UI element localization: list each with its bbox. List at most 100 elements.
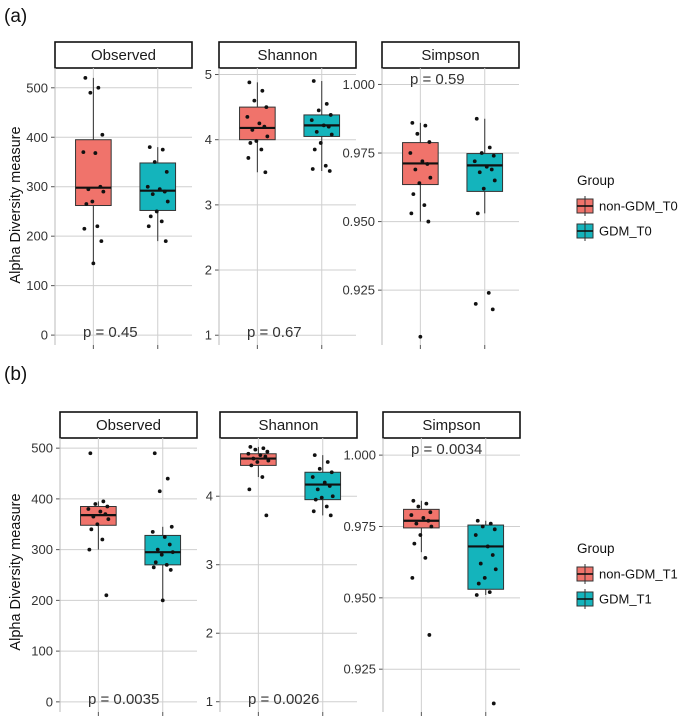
facet-simpson: Simpson 0.925 0.950 0.975 1.000 p = 0.59: [342, 41, 520, 349]
legend-label: GDM_T1: [599, 592, 652, 607]
box-gdm_t0: [303, 79, 341, 173]
y-tick-label: 300: [31, 542, 53, 557]
data-point: [487, 145, 492, 150]
y-tick-label: 200: [26, 229, 48, 244]
data-point: [88, 90, 93, 95]
data-point: [310, 475, 315, 479]
box-gdm_t1: [144, 451, 182, 603]
data-point: [168, 568, 173, 572]
data-point: [415, 131, 420, 136]
data-point: [164, 169, 169, 174]
data-point: [423, 555, 428, 560]
box-iqr: [403, 508, 440, 529]
data-point: [491, 701, 496, 706]
data-point: [264, 105, 269, 110]
data-point: [250, 128, 255, 132]
box-gdm_t0: [466, 116, 504, 312]
facet-observed: Observed 0 100 200 300 400 500 p = 0.45: [26, 41, 193, 349]
data-point: [312, 147, 317, 152]
data-point: [150, 192, 155, 197]
data-point: [473, 533, 478, 537]
facet-strip: [381, 41, 520, 69]
y-tick-label: 400: [26, 130, 48, 145]
data-point: [487, 590, 492, 595]
data-point: [323, 163, 328, 168]
data-point: [162, 535, 167, 539]
legend-key: non-GDM_T0: [576, 196, 678, 216]
legend-label: non-GDM_T0: [599, 199, 678, 214]
data-point: [477, 170, 482, 175]
data-point: [91, 261, 96, 266]
data-point: [413, 167, 418, 172]
facet-strip: [59, 411, 198, 439]
box-non-gdm_t0: [75, 75, 112, 266]
box-iqr: [239, 106, 276, 141]
data-point: [420, 159, 425, 164]
legend-title: Group: [577, 173, 615, 188]
data-point: [152, 160, 157, 164]
legend: Group non-GDM_T0 GDM_T0: [576, 173, 678, 241]
y-tick-label: 1.000: [342, 77, 375, 92]
data-point: [98, 509, 103, 514]
data-point: [93, 151, 98, 155]
data-point: [146, 224, 151, 229]
facet-title: Observed: [96, 417, 161, 434]
data-point: [259, 147, 264, 152]
data-point: [165, 476, 170, 481]
y-tick-label: 3: [206, 557, 213, 572]
data-point: [492, 527, 497, 532]
data-point: [95, 224, 100, 229]
panel-label: (a): [4, 6, 27, 27]
data-point: [148, 214, 153, 219]
data-point: [246, 156, 251, 160]
data-point: [322, 480, 327, 485]
facet-title: Observed: [91, 47, 156, 64]
data-point: [491, 153, 496, 158]
data-point: [329, 132, 334, 137]
data-point: [311, 509, 316, 514]
data-point: [159, 552, 164, 557]
data-point: [411, 498, 416, 503]
data-point: [424, 501, 429, 506]
p-value-label: p = 0.45: [83, 324, 138, 341]
data-point: [425, 162, 430, 166]
box-gdm_t1: [304, 453, 342, 518]
data-point: [251, 456, 256, 461]
box-iqr: [467, 524, 505, 590]
y-tick-label: 0.925: [343, 662, 376, 677]
data-point: [315, 487, 320, 492]
data-point: [258, 453, 263, 458]
data-point: [248, 445, 253, 449]
data-point: [319, 495, 324, 500]
data-point: [474, 593, 479, 597]
p-value-label: p = 0.0034: [411, 441, 482, 458]
data-point: [264, 513, 269, 518]
data-point: [253, 447, 258, 452]
p-value-label: p = 0.0035: [88, 691, 159, 708]
data-point: [409, 513, 414, 517]
data-point: [327, 169, 332, 173]
data-point: [488, 521, 493, 526]
data-point: [170, 550, 175, 555]
data-point: [416, 504, 421, 509]
data-point: [147, 145, 152, 150]
data-point: [260, 88, 265, 93]
data-point: [86, 187, 91, 192]
data-point: [105, 504, 110, 509]
facet-strip: [218, 41, 357, 69]
p-value-label: p = 0.0026: [248, 691, 319, 708]
data-point: [410, 120, 415, 125]
data-point: [265, 449, 270, 454]
data-point: [155, 547, 160, 552]
data-point: [249, 463, 254, 468]
data-point: [414, 521, 419, 526]
legend-key: GDM_T1: [576, 589, 652, 609]
facet-title: Simpson: [422, 417, 480, 434]
legend-key: GDM_T0: [576, 221, 652, 241]
y-tick-label: 0: [46, 694, 53, 709]
y-tick-label: 300: [26, 179, 48, 194]
data-point: [157, 187, 162, 192]
data-point: [312, 453, 317, 458]
legend-label: GDM_T0: [599, 224, 652, 239]
